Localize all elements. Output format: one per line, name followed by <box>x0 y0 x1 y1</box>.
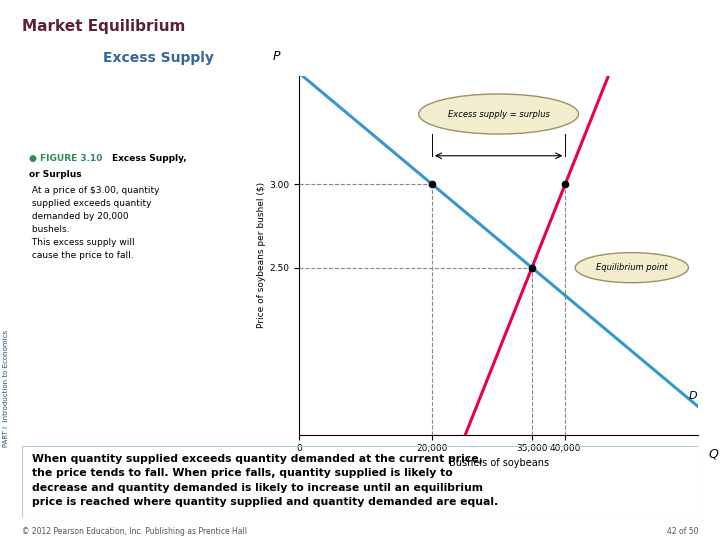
Text: When quantity supplied exceeds quantity demanded at the current price,
the price: When quantity supplied exceeds quantity … <box>32 454 498 507</box>
Text: D: D <box>688 391 697 401</box>
Ellipse shape <box>575 253 688 283</box>
Text: Market Equilibrium: Market Equilibrium <box>22 19 185 34</box>
Text: ● FIGURE 3.10: ● FIGURE 3.10 <box>29 154 105 163</box>
Y-axis label: Price of soybeans per bushel ($): Price of soybeans per bushel ($) <box>257 182 266 328</box>
Text: 42 of 50: 42 of 50 <box>667 526 698 536</box>
Text: © 2012 Pearson Education, Inc. Publishing as Prentice Hall: © 2012 Pearson Education, Inc. Publishin… <box>22 526 246 536</box>
Text: At a price of $3.00, quantity
 supplied exceeds quantity
 demanded by 20,000
 bu: At a price of $3.00, quantity supplied e… <box>29 186 159 260</box>
Text: Excess Supply: Excess Supply <box>103 51 214 65</box>
X-axis label: Bushels of soybeans: Bushels of soybeans <box>449 457 549 468</box>
Text: P: P <box>273 50 281 63</box>
Text: Equilibrium point: Equilibrium point <box>596 263 667 272</box>
Text: or Surplus: or Surplus <box>29 170 81 179</box>
Text: Q: Q <box>708 448 719 461</box>
Ellipse shape <box>419 94 579 134</box>
Text: PART I  Introduction to Economics: PART I Introduction to Economics <box>3 330 9 447</box>
Text: Excess Supply,: Excess Supply, <box>112 154 186 163</box>
Text: Excess supply = surplus: Excess supply = surplus <box>448 110 549 118</box>
